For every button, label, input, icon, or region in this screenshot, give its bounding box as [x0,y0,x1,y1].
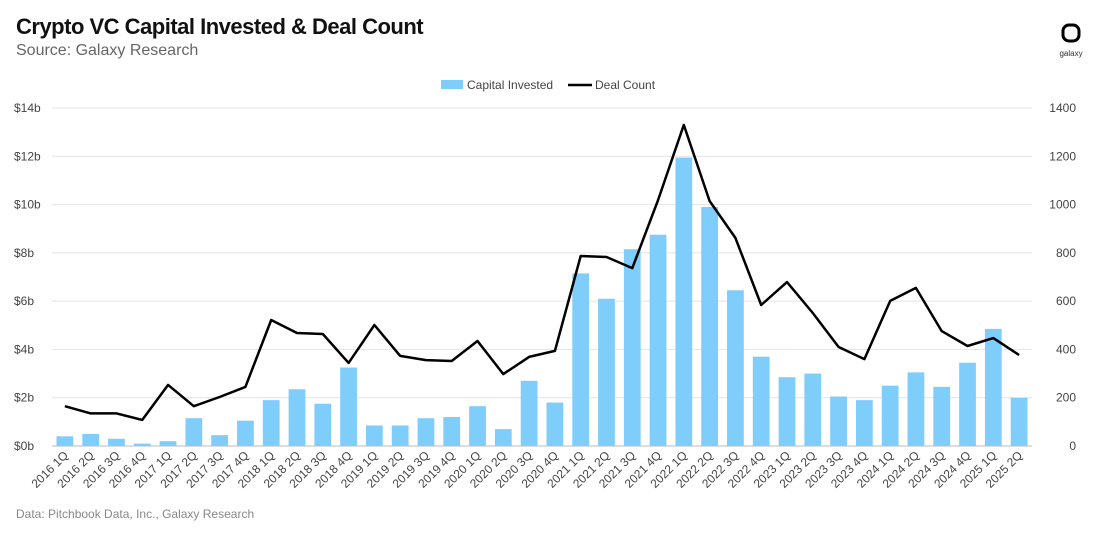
bar-capital-invested [520,380,538,446]
bar-capital-invested [185,418,203,446]
bar-capital-invested [108,438,125,446]
legend-label-capital-invested: Capital Invested [467,78,553,92]
bar-capital-invested [881,385,899,446]
line-deal-count [64,123,1020,422]
bar-capital-invested [598,298,615,446]
bar-capital-invested [494,429,512,446]
bar-capital-invested [623,249,641,446]
bar-capital-invested [804,373,822,446]
bar-capital-invested [675,157,693,446]
legend-swatch-capital-invested [441,80,463,89]
bar-capital-invested [778,377,796,446]
bar-capital-invested [727,290,744,446]
logo-text: galaxy [1059,49,1083,58]
chart-subtitle: Source: Galaxy Research [16,42,199,59]
bar-capital-invested [752,356,770,446]
bar-capital-invested [56,436,74,446]
bar-capital-invested [133,443,151,446]
left-axis-tick: $0b [14,439,34,453]
bar-capital-invested [82,433,100,446]
footer-note: Data: Pitchbook Data, Inc., Galaxy Resea… [16,507,255,521]
right-axis-tick: 400 [1056,342,1076,356]
bar-capital-invested [933,386,951,446]
left-axis-tick: $12b [14,149,41,163]
bar-capital-invested [237,420,254,446]
bar-capital-invested [907,372,925,446]
right-axis-tick: 800 [1056,246,1076,260]
left-axis-tick: $4b [14,342,34,356]
bar-capital-invested [546,402,564,446]
bar-capital-invested [984,328,1002,446]
left-axis-tick: $8b [14,246,34,260]
bar-capital-invested [365,425,383,446]
bar-capital-invested [469,406,486,446]
bar-capital-invested [1010,397,1028,446]
bar-capital-invested [211,435,229,446]
bar-capital-invested [159,441,177,446]
right-axis-tick: 1200 [1049,149,1076,163]
left-axis-tick: $2b [14,391,34,405]
bar-capital-invested [262,400,280,446]
bar-capital-invested [830,396,847,446]
bar-capital-invested [649,234,667,446]
bar-capital-invested [959,362,976,446]
legend-label-deal-count: Deal Count [595,78,656,92]
right-axis-tick: 200 [1056,391,1076,405]
left-axis-tick: $14b [14,101,41,115]
bar-capital-invested [701,206,719,446]
left-axis-tick: $6b [14,294,34,308]
bar-capital-invested [417,418,435,446]
left-axis-tick: $10b [14,198,41,212]
bar-capital-invested [314,403,332,446]
galaxy-logo: galaxy [1058,22,1084,58]
bar-capital-invested [572,273,590,446]
right-axis-tick: 0 [1069,439,1076,453]
bar-capital-invested [340,367,357,446]
bar-capital-invested [391,425,409,446]
chart-title: Crypto VC Capital Invested & Deal Count [16,14,424,39]
right-axis-tick: 1400 [1049,101,1076,115]
right-axis-tick: 1000 [1049,198,1076,212]
bar-capital-invested [855,400,873,446]
galaxy-logo-icon [1061,23,1081,43]
bar-capital-invested [443,417,461,446]
bar-capital-invested [288,389,306,446]
right-axis-tick: 600 [1056,294,1076,308]
